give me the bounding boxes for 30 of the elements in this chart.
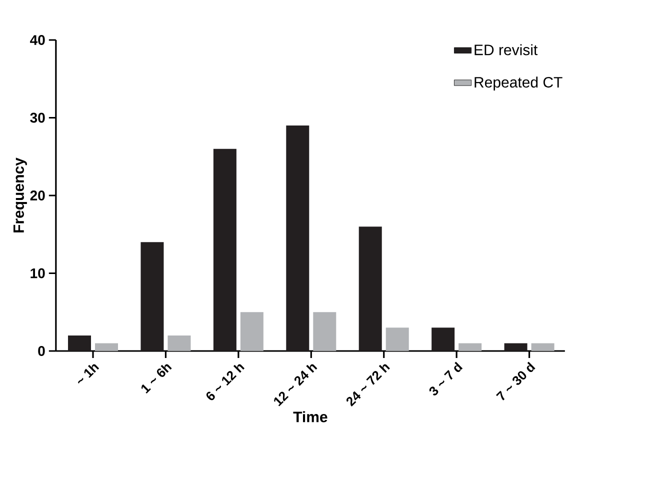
bar — [168, 335, 191, 351]
bar — [286, 126, 310, 351]
bar — [432, 328, 455, 351]
bar — [504, 343, 528, 351]
x-tick-label: 24 ~ 72 h — [346, 364, 390, 407]
bar — [240, 312, 264, 351]
y-tick-label: 10 — [30, 268, 45, 278]
y-tick-label: 30 — [30, 112, 45, 123]
x-axis-title: Time — [293, 411, 328, 422]
bar — [358, 226, 382, 351]
x-tick-label: 12 ~ 24 h — [274, 364, 318, 406]
legend-label: Repeated CT — [474, 76, 562, 91]
y-tick-label: 0 — [38, 346, 45, 356]
bar — [213, 148, 236, 351]
bar — [531, 343, 554, 351]
bar — [95, 343, 118, 351]
bar — [68, 335, 91, 351]
bar — [140, 242, 164, 351]
x-tick-label: 1 ~ 6h — [141, 364, 172, 394]
bar — [313, 312, 336, 351]
x-tick-label: ~ 1h — [78, 364, 100, 384]
x-tick-label: 7 ~ 30 d — [496, 362, 536, 400]
y-axis-title: Frequency — [14, 158, 27, 232]
y-tick-label: 40 — [30, 35, 45, 45]
bar — [458, 343, 482, 351]
y-tick-label: 20 — [30, 190, 45, 200]
legend-label: ED revisit — [474, 44, 538, 56]
bar — [386, 328, 409, 351]
x-tick-label: 3 ~ 7 d — [429, 362, 463, 396]
x-tick-label: 6 ~ 12 h — [206, 364, 245, 400]
